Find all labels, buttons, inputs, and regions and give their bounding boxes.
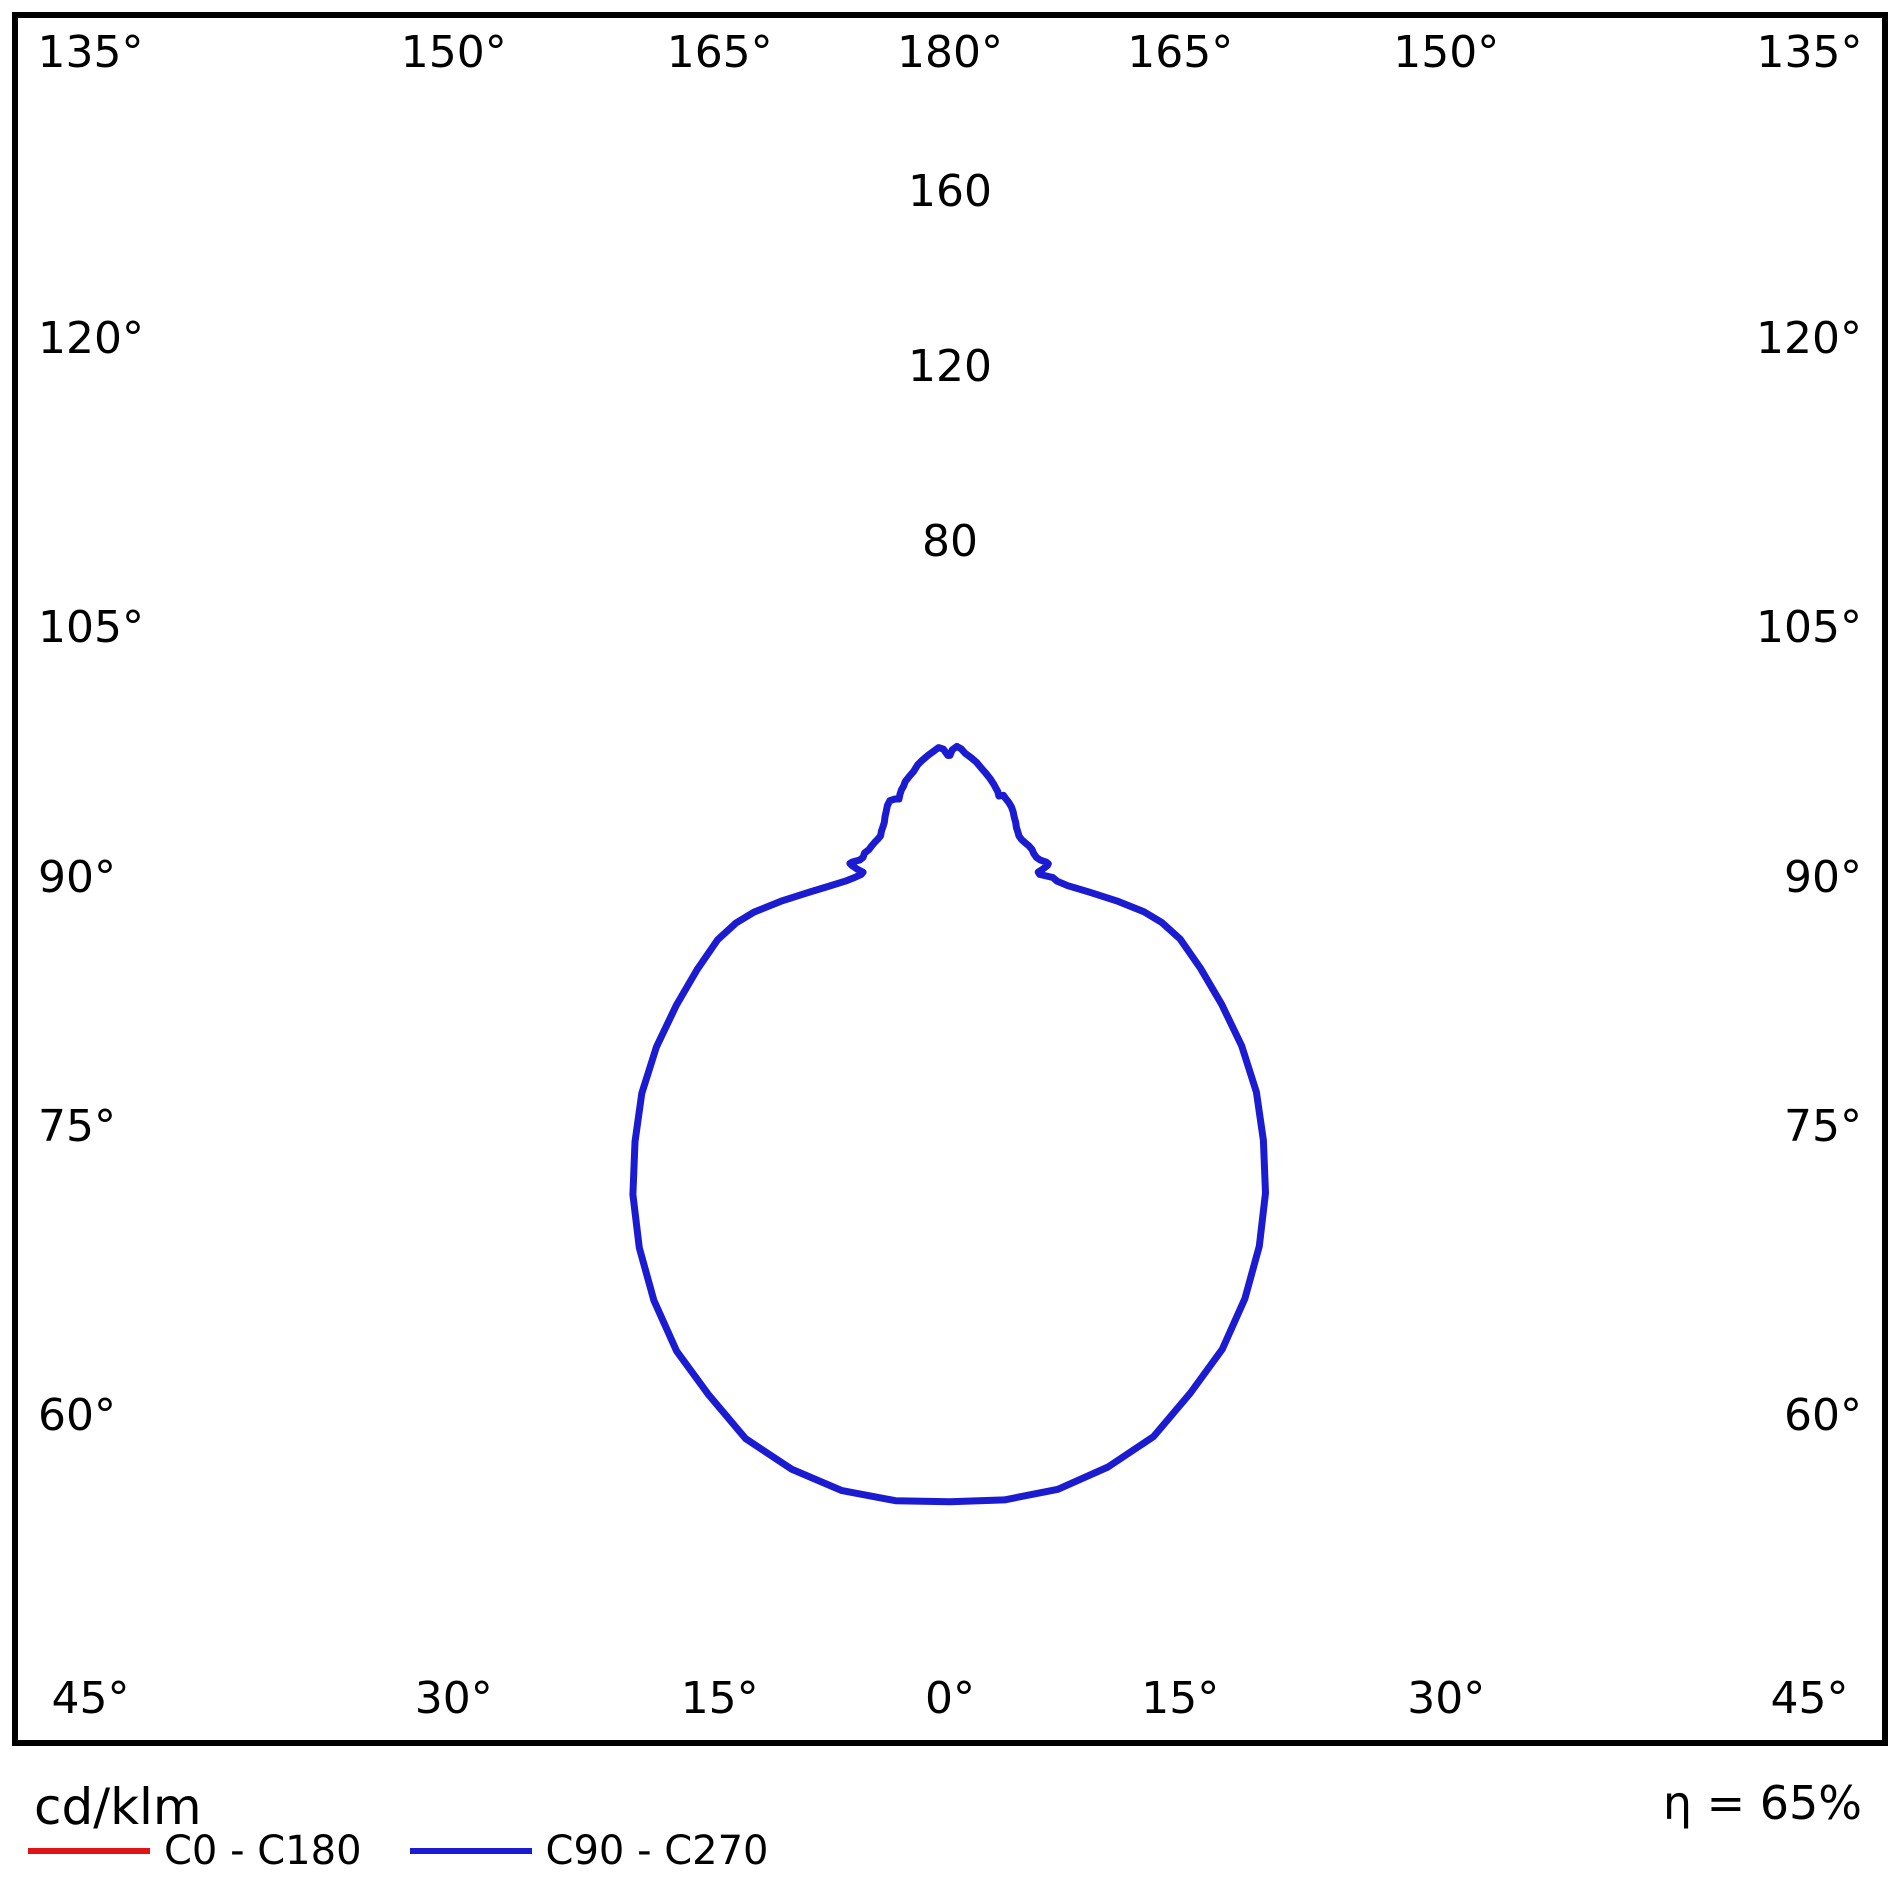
legend-label-c90-c270: C90 - C270 <box>545 1828 769 1874</box>
grid-radial-285 <box>0 923 781 1240</box>
grid-radial-225 <box>0 0 826 754</box>
efficiency-label: η = 65% <box>1662 1776 1862 1830</box>
grid-radial-150 <box>1038 0 1651 726</box>
grid-radial-210 <box>250 0 863 726</box>
curve-c90-c270 <box>629 742 1269 1506</box>
grid-radial-45 <box>1074 1001 1900 1867</box>
grid-radial-195 <box>588 0 905 709</box>
legend-line-c0-c180 <box>28 1848 150 1854</box>
grid-radial-330 <box>250 1029 863 1900</box>
legend-line-c90-c270 <box>409 1848 532 1854</box>
grid-radial-105 <box>1119 515 1900 832</box>
grid-radial-315 <box>0 1001 826 1867</box>
grid-radial-165 <box>995 0 1312 709</box>
grid-ring-120 <box>425 353 1475 1403</box>
grid-radial-120 <box>1102 178 1900 791</box>
grid-radial-135 <box>1074 0 1900 754</box>
grid-radial-75 <box>1119 923 1900 1240</box>
grid-radial-60 <box>1102 965 1900 1578</box>
grid-ring-200 <box>75 3 1825 1753</box>
legend: C0 - C180 C90 - C270 <box>28 1828 769 1874</box>
grid-ring-160 <box>250 178 1650 1578</box>
grid-ring-80 <box>600 528 1300 1228</box>
grid-radial-240 <box>0 178 798 791</box>
grid-radial-255 <box>0 515 781 832</box>
grid-radial-30 <box>1038 1029 1651 1900</box>
plot-frame <box>12 12 1888 1746</box>
units-label: cd/klm <box>34 1778 202 1836</box>
grid-radial-300 <box>0 965 798 1578</box>
legend-label-c0-c180: C0 - C180 <box>164 1828 362 1874</box>
